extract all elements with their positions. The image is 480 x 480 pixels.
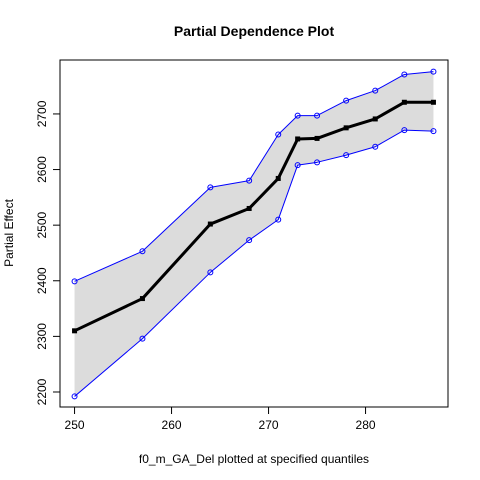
confidence-band (74, 71, 434, 397)
x-tick-label: 260 (162, 418, 182, 432)
y-tick-label: 2500 (35, 211, 49, 238)
x-tick-label: 250 (65, 418, 85, 432)
estimate-point (372, 116, 378, 122)
lower-bound-point (71, 393, 78, 400)
x-tick-label: 270 (259, 418, 279, 432)
estimate-point (275, 175, 281, 181)
estimate-point (430, 99, 436, 105)
estimate-point (401, 99, 407, 105)
y-tick-label: 2600 (35, 156, 49, 183)
estimate-point (343, 125, 349, 131)
x-axis-label: f0_m_GA_Del plotted at specified quantil… (139, 452, 369, 466)
x-tick-label: 280 (356, 418, 376, 432)
upper-bound-point (372, 87, 379, 94)
lower-bound-point (294, 162, 301, 169)
chart-title: Partial Dependence Plot (174, 23, 335, 39)
upper-bound-point (401, 71, 408, 78)
x-axis: 250 260 270 280 (65, 406, 376, 432)
y-tick-label: 2400 (35, 267, 49, 294)
upper-bound-layer (71, 68, 437, 285)
upper-bound-point (430, 68, 437, 75)
estimate-point (246, 205, 252, 211)
y-axis-label: Partial Effect (2, 198, 16, 266)
lower-bound-layer (71, 127, 437, 400)
lower-bound-point (246, 237, 253, 244)
lower-bound-point (430, 128, 437, 135)
upper-bound-point (139, 248, 146, 255)
upper-bound-point (275, 131, 282, 138)
lower-bound-line (74, 129, 434, 397)
upper-bound-point (71, 278, 78, 285)
lower-bound-point (343, 152, 350, 159)
estimate-point (139, 296, 145, 302)
lower-bound-point (207, 269, 214, 276)
upper-bound-point (246, 177, 253, 184)
lower-bound-point (372, 143, 379, 150)
lower-bound-point (401, 127, 408, 134)
upper-bound-line (74, 71, 434, 282)
lower-bound-point (139, 335, 146, 342)
lower-bound-point (275, 216, 282, 223)
estimate-point (72, 328, 78, 334)
upper-bound-point (343, 97, 350, 104)
upper-bound-point (314, 112, 321, 119)
upper-bound-point (207, 184, 214, 191)
estimate-point (314, 135, 320, 141)
estimate-layer (72, 99, 436, 334)
estimate-point (295, 136, 301, 142)
lower-bound-point (314, 159, 321, 166)
confidence-band-layer (74, 71, 434, 397)
y-tick-label: 2200 (35, 378, 49, 405)
estimate-point (207, 221, 213, 227)
y-tick-label: 2700 (35, 100, 49, 127)
upper-bound-point (294, 112, 301, 119)
y-tick-label: 2300 (35, 323, 49, 350)
y-axis: 2200 2300 2400 2500 2600 2700 (35, 100, 61, 405)
